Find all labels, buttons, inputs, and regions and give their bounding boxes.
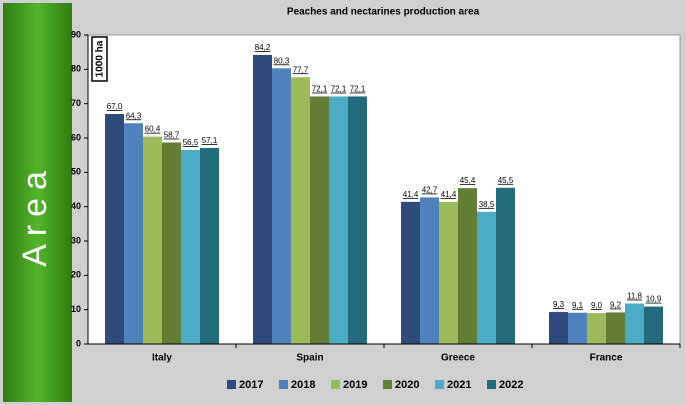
x-tick-label: Italy (152, 353, 172, 364)
legend-swatch (435, 380, 444, 389)
value-label: 10,9 (646, 295, 662, 304)
value-label: 57,1 (202, 136, 218, 145)
value-label: 11,8 (627, 292, 643, 301)
bar (272, 68, 291, 344)
bar (162, 142, 181, 344)
value-label: 67,0 (107, 102, 123, 111)
value-label: 9,2 (610, 301, 622, 310)
legend-label: 2022 (499, 379, 523, 391)
value-label: 41,4 (403, 190, 419, 199)
x-tick-label: Spain (296, 353, 323, 364)
bar (606, 312, 625, 344)
value-label: 9,1 (572, 301, 584, 310)
bar (587, 313, 606, 344)
y-tick-label: 50 (71, 167, 81, 177)
value-label: 9,3 (553, 300, 565, 309)
bar (420, 197, 439, 344)
legend-label: 2018 (291, 379, 315, 391)
bar (124, 123, 143, 344)
y-tick-label: 60 (71, 132, 81, 142)
bar (329, 96, 348, 344)
bar (348, 96, 367, 344)
bar (291, 77, 310, 344)
bar (143, 136, 162, 344)
legend-label: 2020 (395, 379, 419, 391)
legend-label: 2017 (239, 379, 263, 391)
value-label: 38,5 (479, 200, 495, 209)
bar (458, 188, 477, 344)
value-label: 41,4 (441, 190, 457, 199)
legend-swatch (279, 380, 288, 389)
value-label: 72,1 (312, 85, 328, 94)
y-tick-label: 20 (71, 270, 81, 280)
y-tick-label: 30 (71, 235, 81, 245)
y-tick-label: 90 (71, 29, 81, 39)
value-label: 56,5 (183, 138, 199, 147)
bar (253, 54, 272, 345)
x-tick-label: Greece (441, 353, 475, 364)
legend-swatch (227, 380, 236, 389)
legend-swatch (331, 380, 340, 389)
bar (310, 96, 329, 344)
bar (496, 187, 515, 344)
y-tick-label: 40 (71, 201, 81, 211)
x-tick-label: France (590, 353, 623, 364)
value-label: 60,4 (145, 125, 161, 134)
bar (625, 303, 644, 344)
value-label: 80,3 (274, 56, 290, 65)
value-label: 84,2 (255, 43, 271, 52)
value-label: 72,1 (331, 85, 347, 94)
bar (644, 306, 663, 344)
value-label: 45,4 (460, 176, 476, 185)
legend-label: 2019 (343, 379, 367, 391)
y-tick-label: 70 (71, 98, 81, 108)
bar (439, 201, 458, 344)
unit-label: 1000 ha (95, 40, 106, 77)
value-label: 45,5 (498, 176, 514, 185)
bar (181, 150, 200, 344)
bar (477, 211, 496, 344)
legend-swatch (487, 380, 496, 389)
value-label: 9,0 (591, 301, 603, 310)
bar (105, 113, 124, 344)
value-label: 64,3 (126, 111, 142, 120)
y-tick-label: 80 (71, 64, 81, 74)
bar (200, 147, 219, 344)
side-panel (3, 3, 72, 402)
legend-label: 2021 (447, 379, 471, 391)
bar (549, 312, 568, 344)
legend-swatch (383, 380, 392, 389)
side-label: Area (16, 163, 54, 267)
y-tick-label: 10 (71, 304, 81, 314)
bar (568, 312, 587, 344)
value-label: 58,7 (164, 131, 180, 140)
value-label: 42,7 (422, 186, 438, 195)
chart-title: Peaches and nectarines production area (287, 7, 480, 18)
value-label: 77,7 (293, 65, 309, 74)
bar (401, 201, 420, 344)
unit-box (91, 36, 108, 82)
value-label: 72,1 (350, 85, 366, 94)
y-tick-label: 0 (76, 338, 81, 348)
